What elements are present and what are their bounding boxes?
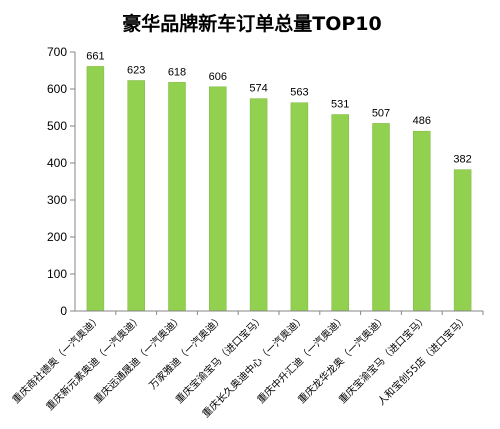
bar [372,123,390,312]
data-label: 486 [413,115,431,127]
data-label: 531 [331,99,349,111]
x-category-label: 重庆商社德奥（一汽奥迪） [9,312,103,406]
bar [127,80,145,312]
bar [290,102,309,312]
y-axis: 0 100 200 300 400 500 600 700 [47,45,76,318]
y-tick-label: 600 [47,82,67,96]
bar [86,66,105,312]
bar [331,114,349,312]
bar [249,98,268,312]
data-label: 618 [168,66,186,78]
y-tick-label: 300 [47,193,67,207]
data-label: 574 [249,83,267,95]
x-axis: 重庆商社德奥（一汽奥迪）重庆新元素奥迪（一汽奥迪）重庆远通晟迪（一汽奥迪）万家雅… [9,310,484,420]
data-label: 563 [290,87,308,99]
y-tick-label: 400 [47,156,67,170]
data-label: 507 [372,107,390,119]
chart-title: 豪华品牌新车订单总量TOP10 [122,12,381,35]
bar [168,82,186,312]
y-tick-label: 0 [60,304,67,318]
y-tick-label: 100 [47,267,67,281]
data-label: 623 [127,64,145,76]
y-tick-label: 200 [47,230,67,244]
data-label: 382 [453,154,471,166]
y-tick-label: 500 [47,119,67,133]
x-category-label: 万家雅迪（一汽奥迪） [146,312,226,392]
data-label: 661 [86,50,104,62]
bars: 661 623 618 606 574 563 531 507 486 382 [86,50,472,312]
data-label: 606 [209,71,227,83]
bar [453,169,472,312]
y-tick-label: 700 [47,45,67,59]
bar [413,130,431,312]
bar [209,86,227,312]
